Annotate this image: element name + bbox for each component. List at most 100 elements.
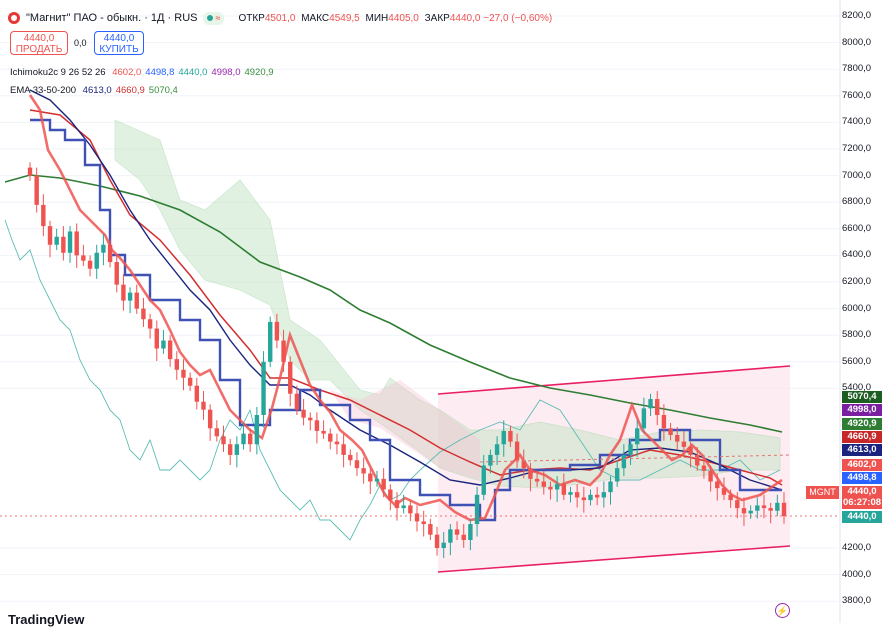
ticker-badge: MGNT: [806, 486, 839, 499]
candle-body: [147, 319, 153, 329]
buy-button[interactable]: 4440,0 КУПИТЬ: [94, 31, 144, 55]
candle-body: [781, 502, 787, 517]
candle-body: [47, 226, 53, 245]
candle-body: [501, 430, 506, 445]
axis-tick: 4000,0: [842, 568, 872, 580]
ema-name: EMA 33-50-200: [10, 85, 77, 96]
symbol-title[interactable]: "Магнит" ПАО - обыкн. · 1Д · RUS: [26, 12, 198, 24]
ema-legend[interactable]: EMA 33-50-200 4613,0 4660,9 5070,4: [10, 85, 186, 96]
candle-body: [701, 465, 707, 471]
wave-icon: ≈: [215, 13, 221, 23]
ichimoku-value-1: 4498,8: [145, 67, 175, 78]
sell-button[interactable]: 4440,0 ПРОДАТЬ: [10, 31, 68, 55]
candle-body: [728, 494, 733, 501]
candle-body: [114, 262, 119, 285]
candle-body: [301, 409, 306, 418]
price-label: 5070,4: [842, 391, 882, 403]
candle-body: [121, 284, 126, 301]
candle-body: [468, 524, 473, 541]
candle-body: [81, 255, 86, 261]
candle-body: [334, 441, 340, 445]
axis-tick: 5600,0: [842, 355, 872, 367]
candle-body: [321, 430, 326, 434]
candle-body: [528, 468, 533, 479]
axis-tick: 8200,0: [842, 10, 872, 21]
candle-body: [775, 502, 780, 511]
spread-value: 0,0: [74, 38, 87, 48]
candle-body: [254, 415, 260, 445]
candle-body: [194, 385, 200, 402]
candle-body: [314, 420, 320, 431]
channel-top-line: [437, 365, 791, 395]
candle-body: [461, 534, 466, 541]
candle-body: [588, 494, 593, 501]
high-value: 4549,5: [329, 12, 360, 24]
candle-body: [101, 244, 106, 253]
ichimoku-value-4: 4920,9: [244, 67, 274, 78]
candle-body: [247, 433, 253, 445]
axis-tick: 6000,0: [842, 302, 872, 314]
candle-body: [648, 399, 653, 409]
axis-tick: 7400,0: [842, 116, 872, 128]
company-logo-icon: [8, 12, 20, 24]
candle-body: [741, 508, 747, 514]
candle-body: [608, 481, 613, 493]
ema-value-2: 5070,4: [148, 85, 178, 96]
price-label: 4498,8: [842, 472, 882, 484]
ohlc-values: ОТКР4501,0 МАКС4549,5 МИН4405,0 ЗАКР4440…: [238, 13, 555, 24]
candle-body: [534, 478, 540, 482]
axis-tick: 6400,0: [842, 249, 872, 261]
candle-body: [268, 321, 273, 362]
candle-body: [594, 494, 600, 498]
candle-body: [341, 444, 346, 455]
candle-body: [481, 465, 486, 495]
close-label: ЗАКР: [424, 12, 450, 24]
candle-body: [181, 369, 186, 378]
close-value: 4440,0 −27,0 (−0,60%): [449, 12, 553, 24]
candle-body: [141, 308, 146, 320]
candle-body: [628, 444, 633, 455]
candle-body: [561, 484, 567, 495]
ichimoku-value-0: 4602,0: [112, 67, 142, 78]
axis-tick: 8000,0: [842, 36, 872, 48]
candle-body: [695, 454, 700, 466]
candle-body: [381, 478, 386, 490]
lightning-icon[interactable]: ⚡: [775, 603, 790, 618]
ichimoku-cloud-a: [114, 119, 781, 489]
candle-body: [27, 167, 33, 176]
candle-body: [601, 492, 607, 498]
candle-body: [668, 428, 673, 435]
candle-body: [361, 468, 366, 474]
candle-body: [568, 492, 573, 495]
channel-bottom-line: [437, 545, 791, 573]
candle-body: [474, 494, 480, 525]
axis-tick: 4200,0: [842, 542, 872, 553]
candle-body: [655, 399, 660, 415]
candle-body: [768, 508, 773, 511]
axis-tick: 7200,0: [842, 143, 872, 154]
axis-tick: 7600,0: [842, 89, 872, 101]
price-label: 06:27:08: [842, 497, 882, 509]
candle-body: [494, 444, 500, 455]
ichimoku-legend[interactable]: Ichimoku2c 9 26 52 26 4602,0 4498,8 4440,0…: [10, 67, 282, 78]
buy-label: КУПИТЬ: [99, 44, 139, 55]
ema-values: 4613,0 4660,9 5070,4: [83, 85, 182, 96]
candle-body: [87, 260, 93, 269]
candle-body: [661, 415, 667, 429]
candle-body: [288, 361, 293, 394]
candle-body: [67, 231, 73, 253]
ichimoku-value-2: 4440,0: [178, 67, 208, 78]
axis-tick: 7000,0: [842, 169, 872, 181]
candle-body: [348, 454, 353, 461]
candle-body: [167, 340, 173, 360]
candle-body: [488, 454, 493, 466]
buy-price: 4440,0: [103, 33, 135, 44]
candle-body: [454, 529, 460, 535]
candle-body: [521, 460, 526, 469]
candle-body: [574, 492, 580, 498]
market-status-pill[interactable]: ≈: [203, 11, 225, 25]
candle-body: [34, 175, 39, 205]
candle-body: [414, 513, 420, 522]
candle-body: [735, 500, 740, 509]
